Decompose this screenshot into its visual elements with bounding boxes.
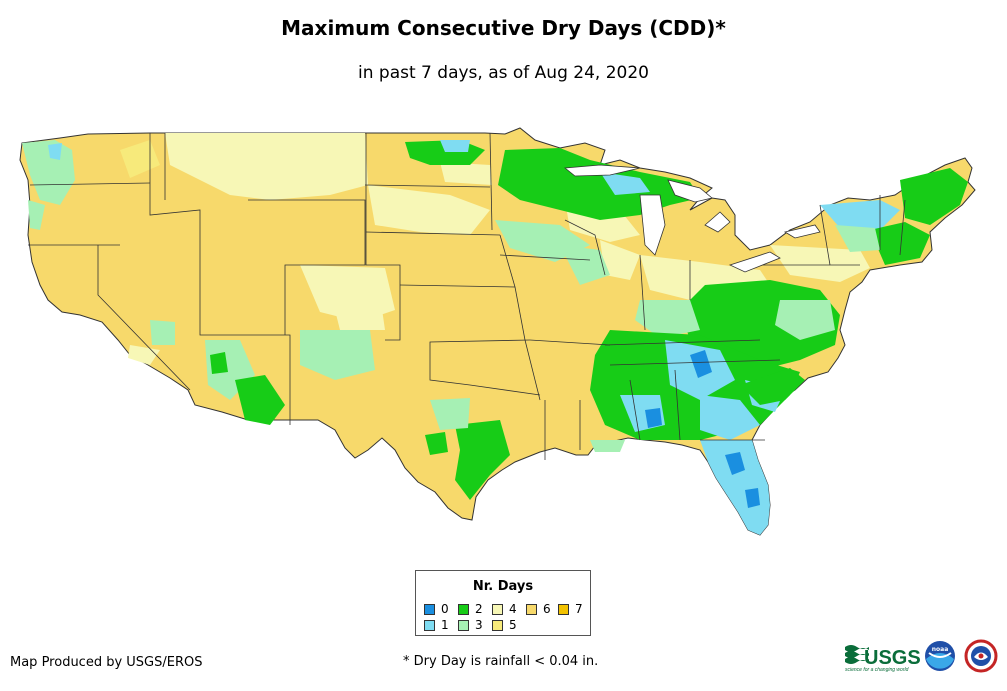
cdd-patch-1 (48, 143, 62, 160)
cdd-patch-2 (425, 432, 448, 455)
legend-item-6: 6 (526, 602, 551, 616)
usgs-wordmark: USGS (864, 647, 921, 669)
legend-item-5: 5 (492, 618, 517, 632)
legend-swatch (526, 603, 537, 615)
legend-swatch (492, 619, 503, 631)
legend-label: 6 (543, 602, 551, 616)
cdd-patch-3 (22, 140, 75, 205)
legend-label: 4 (509, 602, 517, 616)
cdd-patch-3 (775, 300, 835, 340)
cdd-pattern (22, 133, 968, 535)
cdd-patch-4 (330, 290, 385, 330)
legend-item-7: 7 (558, 602, 583, 616)
legend-swatch (458, 619, 469, 631)
usgs-tagline: science for a changing world (845, 667, 909, 673)
legend: Nr. Days 0 1 2 3 4 5 6 7 (415, 570, 591, 636)
cdd-patch-3 (150, 320, 175, 345)
legend-swatch (558, 603, 569, 615)
cdd-patch-1 (700, 395, 760, 440)
legend-label: 1 (441, 618, 449, 632)
legend-item-0: 0 (424, 602, 449, 616)
legend-label: 3 (475, 618, 483, 632)
noaa-logo: noaa (925, 641, 955, 671)
cdd-patch-0 (725, 452, 745, 475)
legend-label: 7 (575, 602, 583, 616)
usgs-logo: USGS science for a changing world (845, 645, 921, 673)
legend-label: 0 (441, 602, 449, 616)
cdd-patch-1 (600, 172, 650, 195)
cdd-patch-3 (300, 330, 375, 380)
dry-day-note: * Dry Day is rainfall < 0.04 in. (403, 654, 599, 669)
legend-label: 2 (475, 602, 483, 616)
cdd-patch-4 (128, 345, 160, 365)
map-subtitle: in past 7 days, as of Aug 24, 2020 (358, 63, 649, 83)
legend-item-4: 4 (492, 602, 517, 616)
cdd-patch-3 (430, 398, 470, 430)
cdd-patch-3 (835, 225, 880, 252)
legend-item-1: 1 (424, 618, 449, 632)
nws-logo (964, 639, 998, 673)
credit-text: Map Produced by USGS/EROS (10, 655, 203, 670)
map-title: Maximum Consecutive Dry Days (CDD)* (281, 16, 726, 40)
cdd-patch-4 (368, 185, 490, 235)
cdd-patch-1 (700, 440, 770, 535)
agency-logos: USGS science for a changing world noaa (845, 639, 998, 673)
cdd-patch-3 (590, 440, 625, 452)
cdd-patch-0 (645, 408, 662, 428)
legend-swatch (458, 603, 469, 615)
cdd-patch-2 (235, 375, 285, 425)
cdd-patch-2 (455, 420, 510, 500)
cdd-patch-4 (600, 240, 640, 280)
cdd-patch-3 (560, 245, 610, 285)
cdd-patch-4 (440, 162, 492, 185)
legend-title: Nr. Days (472, 579, 534, 594)
cdd-patch-3 (28, 200, 45, 230)
cdd-patch-1 (440, 140, 470, 152)
cdd-patch-2 (870, 222, 930, 265)
usgs-wave-icon (845, 645, 869, 664)
legend-label: 5 (509, 618, 517, 632)
cdd-patch-3 (635, 300, 700, 338)
cdd-patch-2 (740, 368, 805, 405)
cdd-patch-0 (690, 350, 712, 378)
state-borders (28, 132, 906, 460)
great-lakes (563, 164, 821, 273)
cdd-patch-0 (745, 488, 760, 508)
noaa-wordmark: noaa (932, 646, 949, 653)
legend-swatch (424, 603, 435, 615)
legend-item-3: 3 (458, 618, 483, 632)
cdd-patch-4 (165, 133, 368, 200)
legend-swatch (492, 603, 503, 615)
cdd-patch-4 (770, 245, 870, 282)
legend-item-2: 2 (458, 602, 483, 616)
cdd-patch-2 (210, 352, 228, 374)
cdd-patch-2 (900, 168, 968, 225)
legend-swatch (424, 619, 435, 631)
